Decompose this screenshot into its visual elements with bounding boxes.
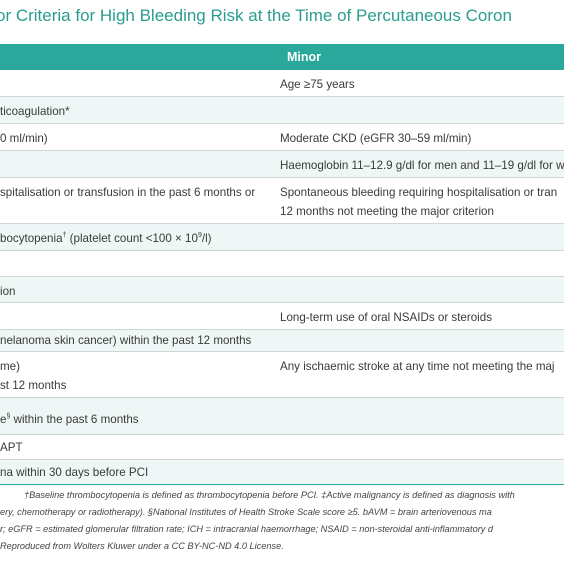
major-cell: me) st 12 months xyxy=(0,357,66,395)
footnote-line: †Baseline thrombocytopenia is defined as… xyxy=(24,490,515,500)
minor-cell: Spontaneous bleeding requiring hospitali… xyxy=(280,183,557,221)
major-text: e xyxy=(0,413,7,426)
minor-column-header: Minor xyxy=(287,50,322,64)
major-cell: spitalisation or transfusion in the past… xyxy=(0,186,256,199)
major-text: within the past 6 months xyxy=(10,413,139,426)
major-cell: nelanoma skin cancer) within the past 12… xyxy=(0,334,252,347)
major-cell: 0 ml/min) xyxy=(0,132,48,145)
table-row: nelanoma skin cancer) within the past 12… xyxy=(0,330,564,352)
exponent: 9 xyxy=(197,232,202,240)
major-cell: ticoagulation* xyxy=(0,105,70,118)
footnotes: †Baseline thrombocytopenia is defined as… xyxy=(0,487,564,555)
table-row: ion xyxy=(0,277,564,303)
major-cell: bocytopenia† (platelet count <100 × 109/… xyxy=(0,229,212,248)
major-text: (platelet count <100 × 10 xyxy=(66,232,198,245)
table-row: spitalisation or transfusion in the past… xyxy=(0,178,564,224)
minor-cell-line: 12 months not meeting the major criterio… xyxy=(280,205,494,218)
major-text: /l) xyxy=(201,232,212,245)
footnote-mark: † xyxy=(62,232,67,240)
table-row: na within 30 days before PCI xyxy=(0,460,564,484)
table-row: ticoagulation* xyxy=(0,97,564,124)
minor-cell: Haemoglobin 11–12.9 g/dl for men and 11–… xyxy=(280,159,564,172)
footnote-mark: § xyxy=(6,413,11,421)
table-title: or Criteria for High Bleeding Risk at th… xyxy=(0,6,512,25)
table-row: me) st 12 months Any ischaemic stroke at… xyxy=(0,352,564,398)
minor-cell: Long-term use of oral NSAIDs or steroids xyxy=(280,311,492,324)
footnote-line: r; eGFR = estimated glomerular filtratio… xyxy=(0,524,494,534)
table-row: Age ≥75 years xyxy=(0,70,564,97)
major-cell-line: me) xyxy=(0,360,20,373)
table-row: bocytopenia† (platelet count <100 × 109/… xyxy=(0,224,564,251)
major-cell: ion xyxy=(0,285,16,298)
table-row: e§ within the past 6 months xyxy=(0,398,564,435)
major-cell: APT xyxy=(0,441,23,454)
table-row: APT xyxy=(0,435,564,460)
footnote-line: Reproduced from Wolters Kluwer under a C… xyxy=(0,541,284,551)
table-row: 0 ml/min) Moderate CKD (eGFR 30–59 ml/mi… xyxy=(0,124,564,151)
major-text: bocytopenia xyxy=(0,232,63,245)
minor-cell: Moderate CKD (eGFR 30–59 ml/min) xyxy=(280,132,472,145)
table-row: Haemoglobin 11–12.9 g/dl for men and 11–… xyxy=(0,151,564,178)
minor-cell-line: Spontaneous bleeding requiring hospitali… xyxy=(280,186,558,199)
table-row: Long-term use of oral NSAIDs or steroids xyxy=(0,303,564,330)
major-cell: e§ within the past 6 months xyxy=(0,410,139,429)
table-bottom-divider xyxy=(0,484,564,485)
minor-cell: Any ischaemic stroke at any time not mee… xyxy=(280,360,555,373)
table-row xyxy=(0,251,564,277)
table-header: Minor xyxy=(0,44,564,70)
major-cell-line: st 12 months xyxy=(0,379,67,392)
major-cell: na within 30 days before PCI xyxy=(0,466,149,479)
minor-cell: Age ≥75 years xyxy=(280,78,355,91)
footnote-line: ery, chemotherapy or radiotherapy). §Nat… xyxy=(0,507,492,517)
